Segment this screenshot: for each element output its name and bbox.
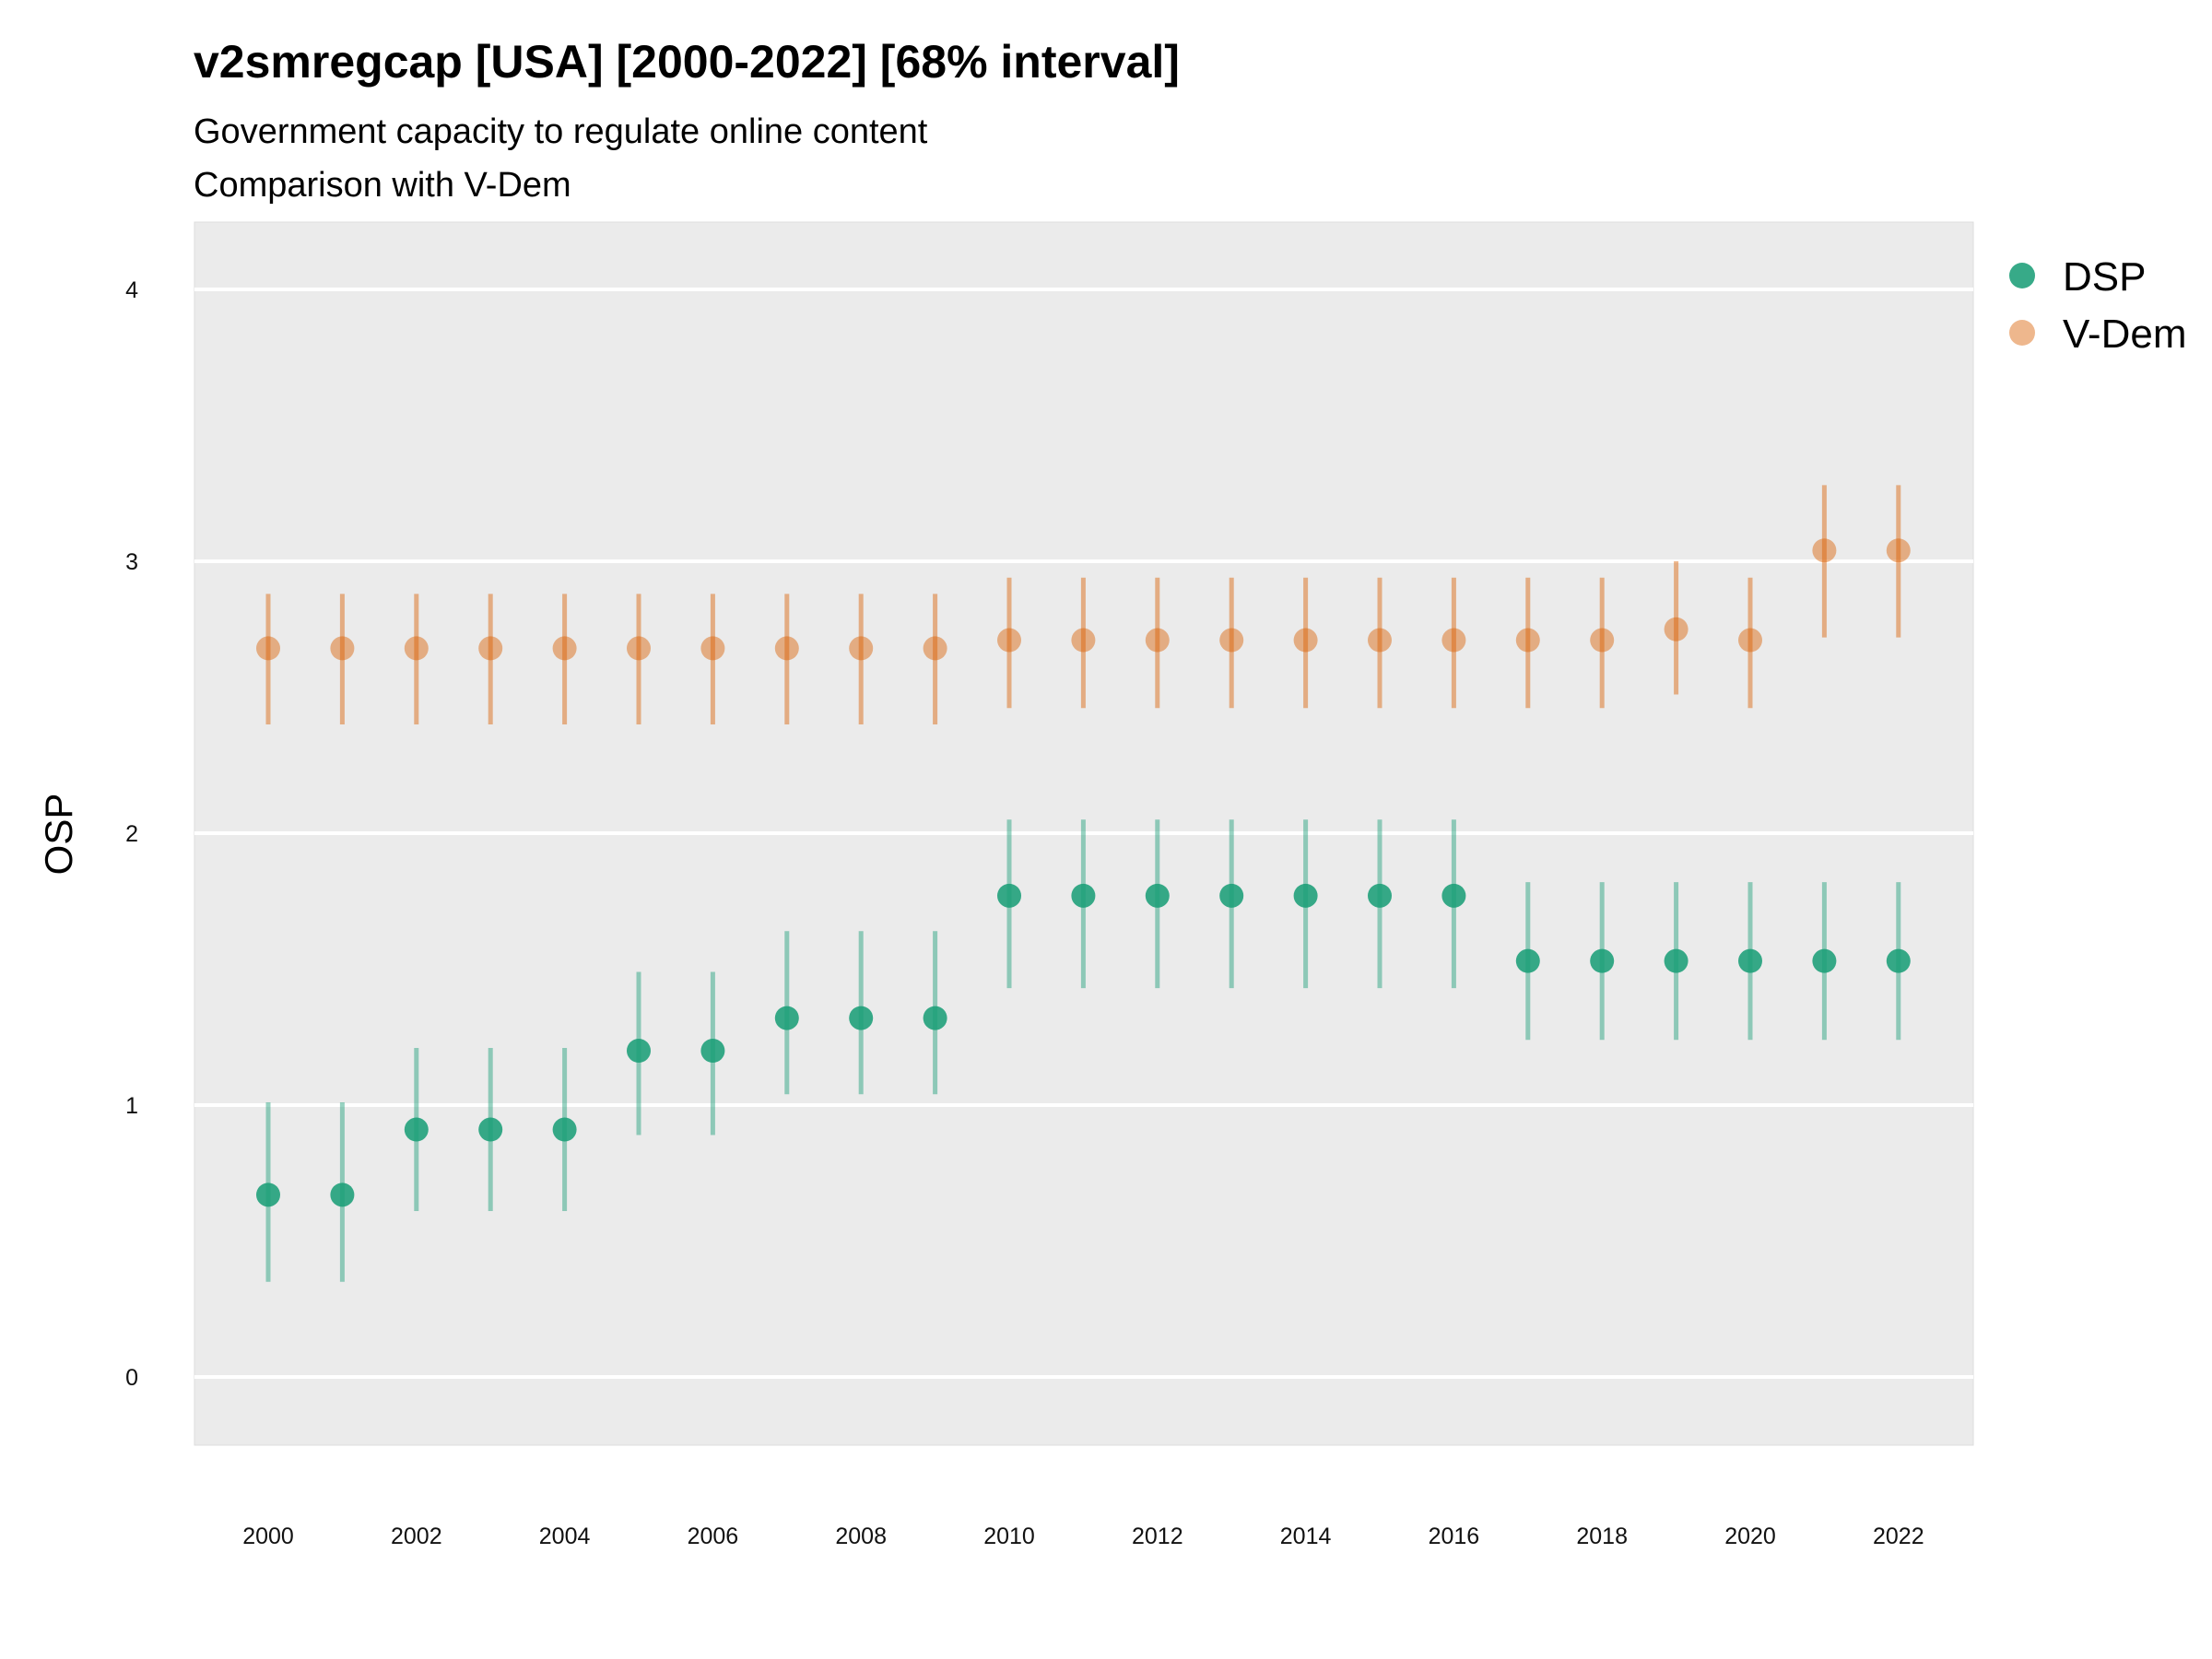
dsp-point-2000 [256, 1182, 280, 1207]
dsp-point-2014 [1293, 883, 1318, 908]
v-dem-point-2001 [330, 636, 355, 661]
dsp-point-2017 [1515, 948, 1540, 973]
v-dem-point-2016 [1441, 628, 1466, 653]
v-dem-point-2002 [404, 636, 429, 661]
dsp-point-2019 [1664, 948, 1688, 973]
v-dem-point-2020 [1738, 628, 1762, 653]
dsp-point-2005 [627, 1039, 651, 1063]
v-dem-point-2004 [552, 636, 577, 661]
y-tick-label-3: 3 [125, 549, 138, 575]
subtitle-line-1: Government capacity to regulate online c… [194, 112, 928, 151]
v-dem-point-2018 [1590, 628, 1615, 653]
v-dem-point-2008 [849, 636, 874, 661]
legend-key-dsp [2009, 263, 2035, 288]
x-tick-label-2022: 2022 [1873, 1524, 1924, 1549]
x-tick-label-2014: 2014 [1280, 1524, 1332, 1549]
v-dem-point-2012 [1145, 628, 1170, 653]
dsp-point-2016 [1441, 883, 1466, 908]
x-axis-tick-labels: 2000 2002 2004 2006 2008 2010 2012 2014 2016 2018… [242, 1524, 1924, 1549]
x-tick-label-2010: 2010 [983, 1524, 1035, 1549]
v-dem-point-2019 [1664, 617, 1688, 641]
x-tick-label-2002: 2002 [391, 1524, 442, 1549]
v-dem-point-2013 [1219, 628, 1244, 653]
x-tick-label-2012: 2012 [1132, 1524, 1183, 1549]
v-dem-point-2007 [774, 636, 799, 661]
x-tick-label-2016: 2016 [1429, 1524, 1480, 1549]
x-tick-label-2006: 2006 [688, 1524, 739, 1549]
v-dem-point-2015 [1368, 628, 1392, 653]
x-tick-label-2020: 2020 [1724, 1524, 1776, 1549]
dsp-point-2001 [330, 1182, 355, 1207]
v-dem-point-2006 [700, 636, 725, 661]
v-dem-point-2010 [997, 628, 1021, 653]
y-tick-label-0: 0 [125, 1365, 138, 1391]
legend: DSP V-Dem [2009, 254, 2186, 357]
v-dem-point-2005 [627, 636, 651, 661]
v-dem-point-2000 [256, 636, 280, 661]
y-tick-label-1: 1 [125, 1093, 138, 1119]
v-dem-point-2011 [1071, 628, 1096, 653]
chart-subtitle: Government capacity to regulate online c… [194, 105, 927, 212]
dsp-point-2011 [1071, 883, 1096, 908]
dsp-point-2021 [1812, 948, 1837, 973]
grid-lines [194, 288, 1973, 1379]
subtitle-line-2: Comparison with V-Dem [194, 166, 571, 205]
legend-label-v-dem: V-Dem [2063, 312, 2186, 357]
y-tick-label-4: 4 [125, 277, 138, 303]
v-dem-point-2009 [923, 636, 947, 661]
dsp-point-2002 [404, 1117, 429, 1142]
y-axis-tick-labels: 0 1 2 3 4 [125, 277, 138, 1391]
dsp-point-2012 [1145, 883, 1170, 908]
dsp-point-2003 [478, 1117, 503, 1142]
dsp-point-2006 [700, 1039, 725, 1063]
y-axis-title: OSP [37, 794, 80, 876]
x-tick-label-2000: 2000 [242, 1524, 294, 1549]
x-tick-label-2004: 2004 [539, 1524, 591, 1549]
v-dem-point-2022 [1886, 538, 1911, 563]
dsp-point-2020 [1738, 948, 1762, 973]
data-points [256, 538, 1911, 1207]
dsp-point-2015 [1368, 883, 1392, 908]
x-tick-label-2008: 2008 [835, 1524, 887, 1549]
v-dem-point-2014 [1293, 628, 1318, 653]
dsp-point-2010 [997, 883, 1021, 908]
chart-title: v2smregcap [USA] [2000-2022] [68% interv… [194, 36, 1180, 88]
v-dem-point-2017 [1515, 628, 1540, 653]
dsp-point-2022 [1886, 948, 1911, 973]
dsp-point-2018 [1590, 948, 1615, 973]
dsp-point-2007 [774, 1006, 799, 1030]
v-dem-point-2021 [1812, 538, 1837, 563]
legend-key-v-dem [2009, 320, 2035, 346]
legend-label-dsp: DSP [2063, 254, 2146, 300]
x-tick-label-2018: 2018 [1576, 1524, 1628, 1549]
dsp-point-2004 [552, 1117, 577, 1142]
dsp-point-2013 [1219, 883, 1244, 908]
y-tick-label-2: 2 [125, 821, 138, 847]
v-dem-point-2003 [478, 636, 503, 661]
dsp-point-2008 [849, 1006, 874, 1030]
dsp-point-2009 [923, 1006, 947, 1030]
